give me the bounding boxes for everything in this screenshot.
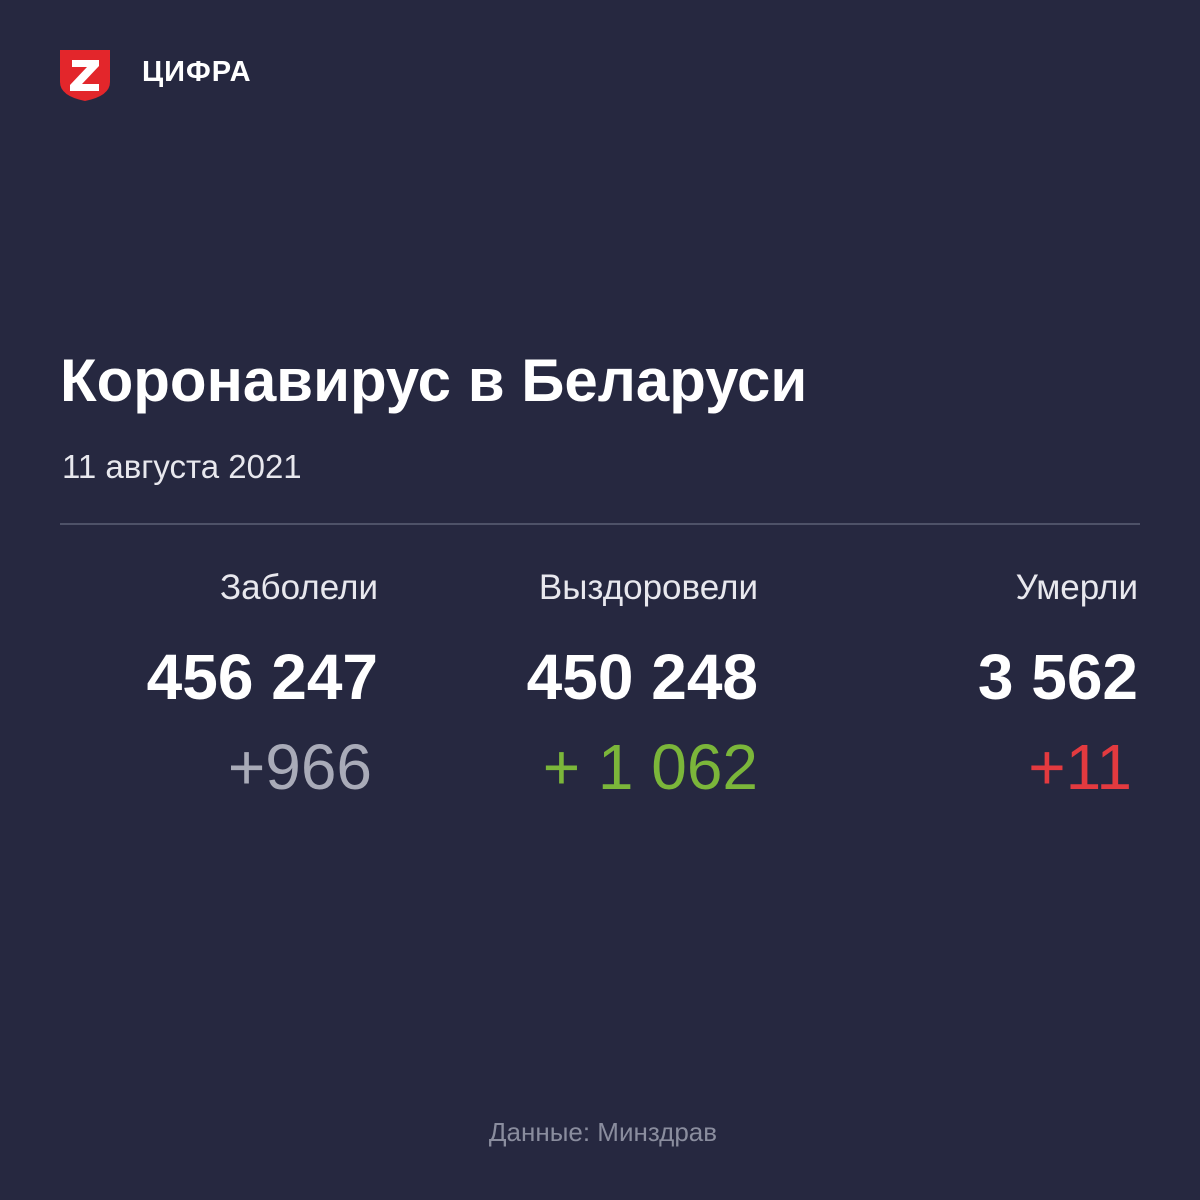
stat-delta: +966 — [227, 731, 372, 803]
stat-label: Заболели — [219, 568, 378, 607]
source: Данные: Минздрав — [488, 1117, 718, 1147]
title: Коронавирус в Беларуси — [60, 347, 808, 414]
stat-delta: + 1 062 — [542, 731, 758, 803]
logo — [60, 50, 110, 101]
stat-column: Умерли 3 562 +11 — [778, 560, 1138, 812]
stat-total: 450 248 — [526, 641, 758, 713]
brand: ЦИФРА — [142, 56, 252, 88]
stat-column: Выздоровели 450 248 + 1 062 — [398, 560, 758, 812]
stat-delta: +11 — [1028, 731, 1132, 803]
stat-label: Умерли — [1015, 568, 1138, 607]
stat-column: Заболели 456 247 +966 — [18, 560, 378, 812]
date: 11 августа 2021 — [62, 448, 302, 485]
divider — [60, 523, 1140, 525]
stat-total: 456 247 — [146, 641, 378, 713]
stat-label: Выздоровели — [538, 568, 758, 607]
stat-total: 3 562 — [977, 641, 1138, 713]
